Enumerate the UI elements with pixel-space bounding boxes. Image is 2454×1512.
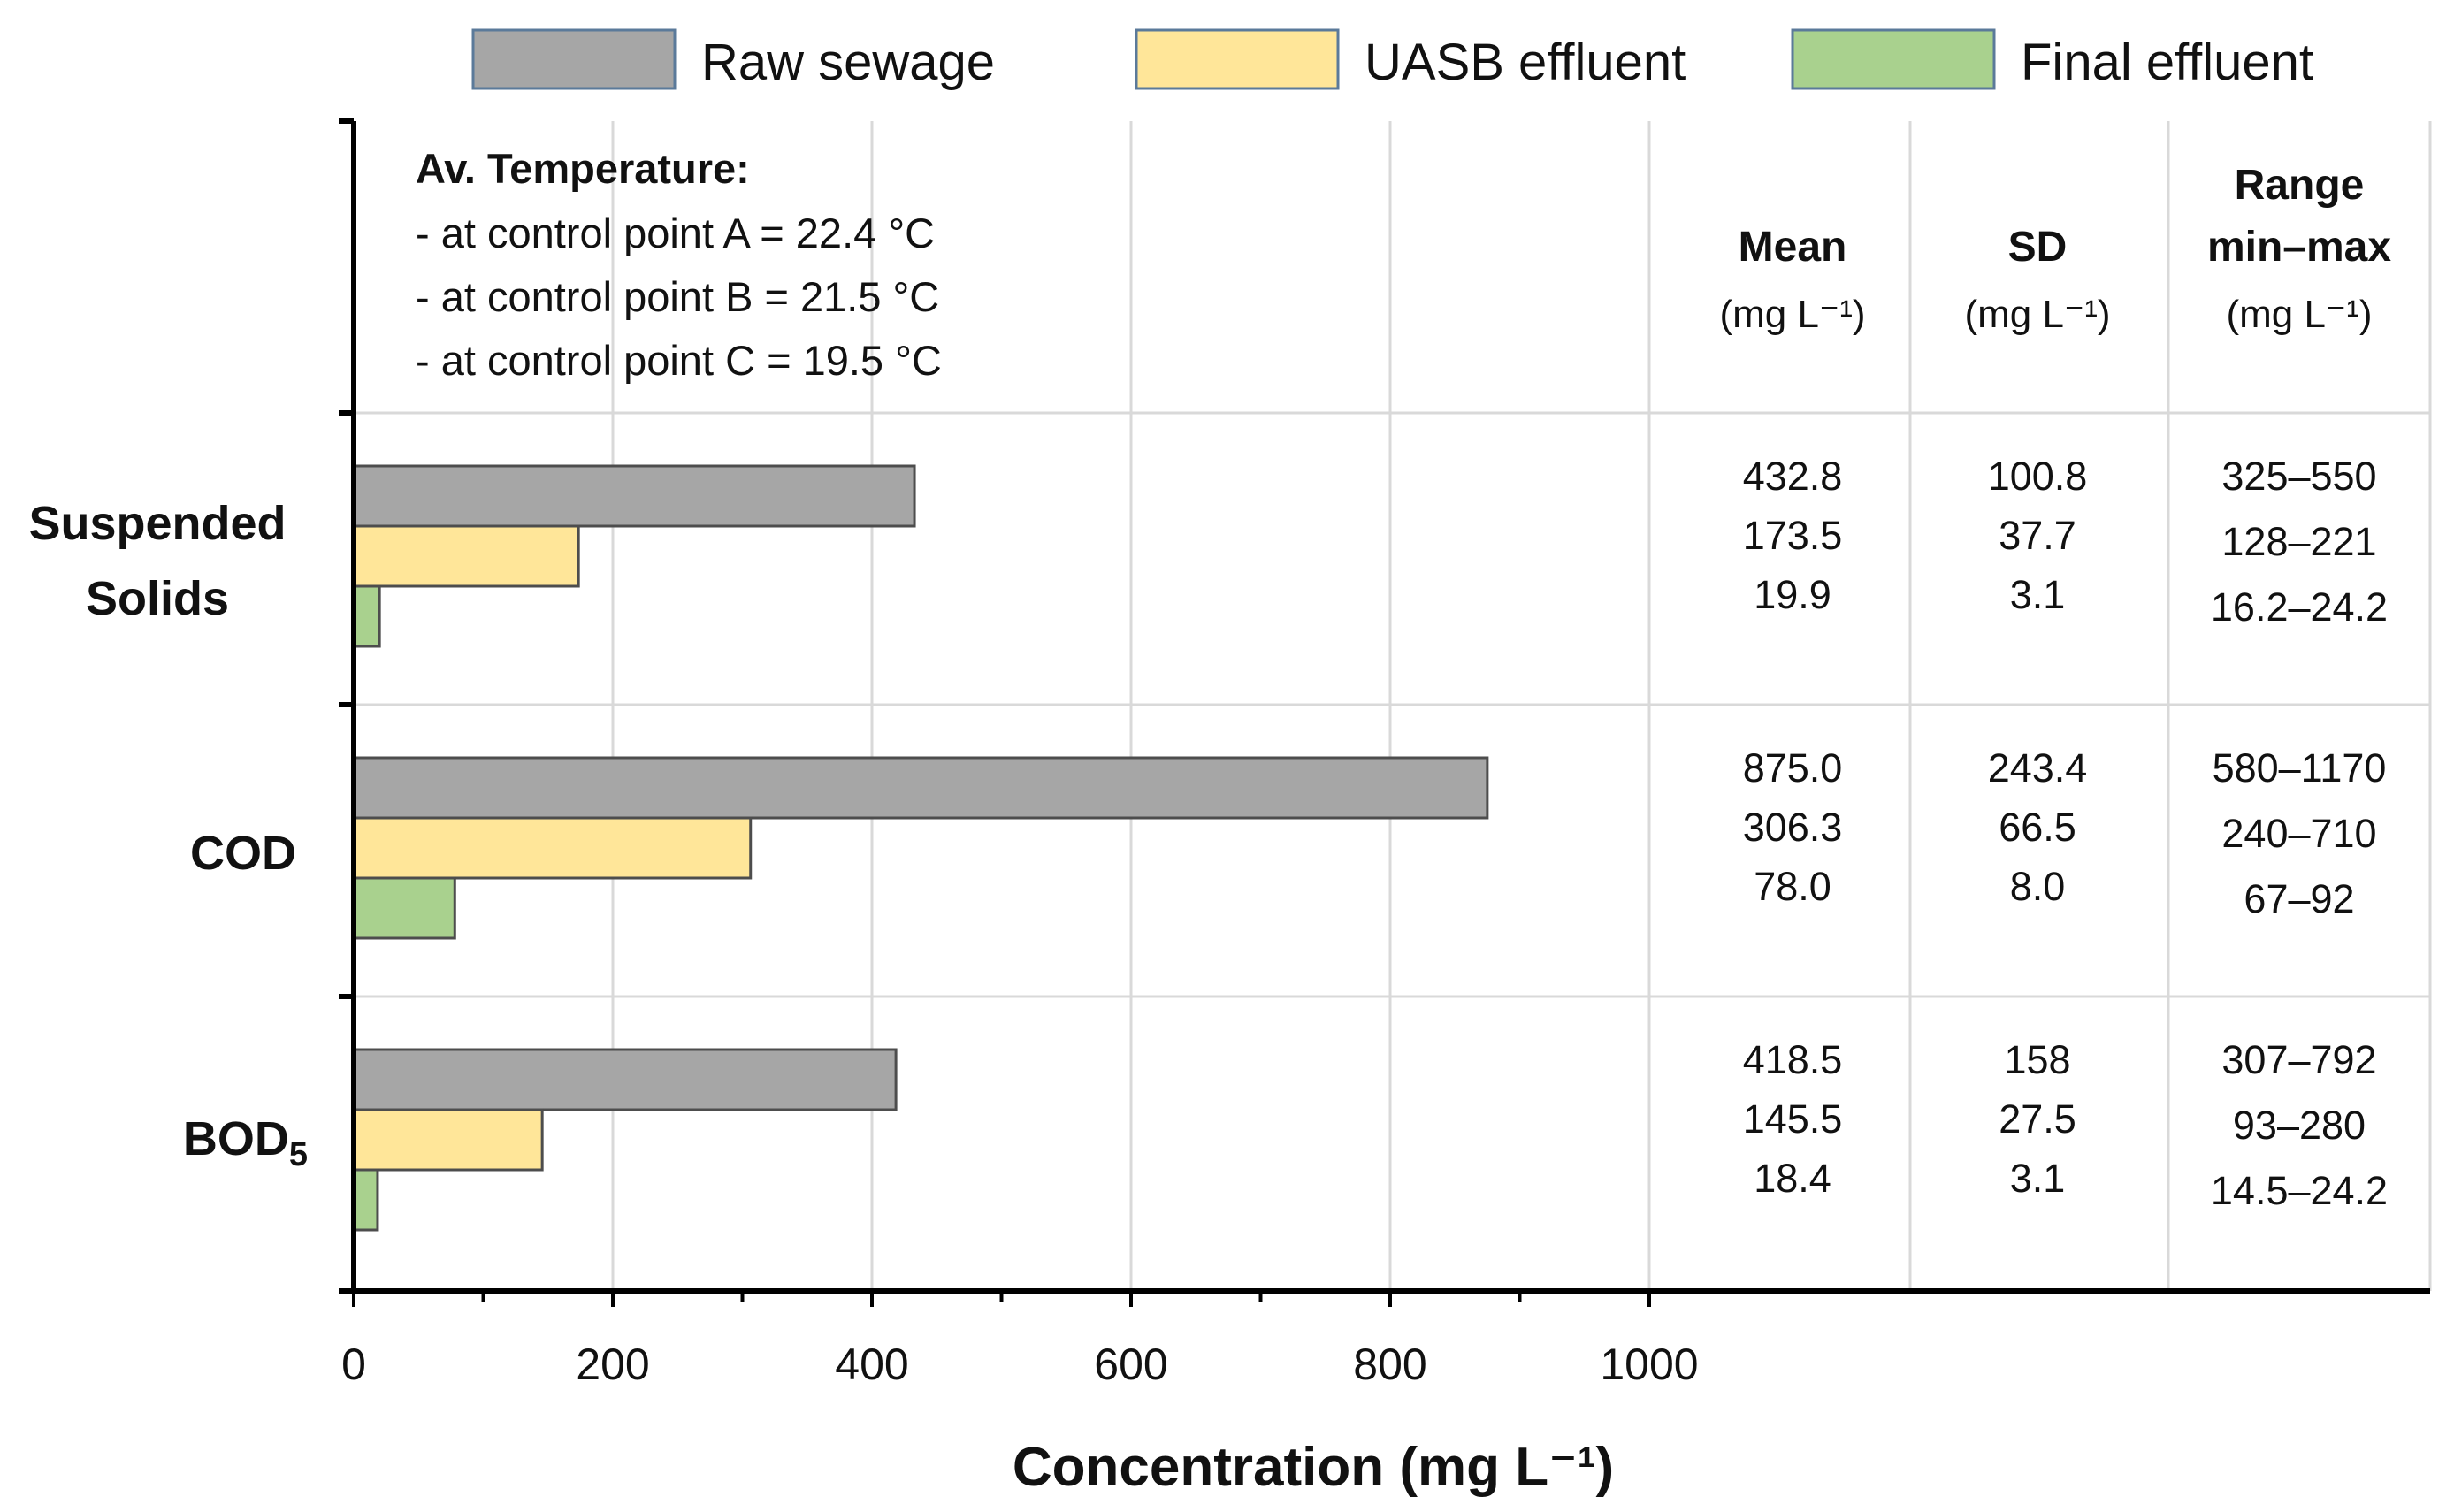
table-header-0: Mean: [1739, 224, 1847, 271]
legend-swatch-1: [1135, 28, 1340, 90]
table-cell: 325–550: [2221, 454, 2376, 499]
bar-0-0: [352, 464, 916, 528]
table-cell: 37.7: [1999, 513, 2076, 558]
bar-1-2: [352, 1108, 544, 1172]
category-label-solids: Solids: [86, 572, 229, 625]
table-cell: 19.9: [1754, 572, 1831, 617]
table-cell: 14.5–24.2: [2211, 1168, 2388, 1213]
x-tick-label: 400: [835, 1340, 908, 1389]
x-tick-label: 1000: [1600, 1340, 1698, 1389]
bar-0-1: [352, 756, 1489, 820]
table-cell: 240–710: [2221, 811, 2376, 856]
annotation-line: - at control point A = 22.4 °C: [416, 210, 935, 256]
table-cell: 93–280: [2233, 1103, 2366, 1148]
table-header-unit-0: (mg L⁻¹): [1720, 293, 1866, 336]
annotation-line: - at control point C = 19.5 °C: [416, 337, 942, 384]
table-cell: 16.2–24.2: [2211, 584, 2388, 630]
table-cell: 307–792: [2221, 1037, 2376, 1082]
bar-0-2: [352, 1048, 898, 1111]
x-tick-label: 200: [576, 1340, 649, 1389]
table-cell: 100.8: [1988, 454, 2088, 499]
table-header-1: SD: [2008, 224, 2068, 271]
table-cell: 418.5: [1743, 1037, 1843, 1082]
table-cell: 3.1: [2010, 1156, 2066, 1201]
legend-label-2: Final effluent: [2021, 34, 2313, 91]
x-tick-label: 600: [1094, 1340, 1167, 1389]
bar-2-1: [352, 876, 456, 940]
table-cell: 158: [2004, 1037, 2070, 1082]
bar-2-2: [352, 1168, 379, 1232]
bar-2-0: [352, 584, 381, 648]
table-cell: 432.8: [1743, 454, 1843, 499]
category-label-bod5: BOD5: [183, 1112, 308, 1173]
table-cell: 3.1: [2010, 572, 2066, 617]
bar-1-1: [352, 816, 753, 880]
table-cell: 78.0: [1754, 864, 1831, 909]
category-label-bod-subscript: 5: [289, 1136, 308, 1173]
table-header-unit-2: (mg L⁻¹): [2227, 293, 2373, 336]
category-label-suspended: Suspended: [28, 497, 286, 550]
x-tick-label: 0: [341, 1340, 366, 1389]
legend-swatch-2: [1791, 28, 1996, 90]
table-cell: 27.5: [1999, 1096, 2076, 1142]
table-cell: 18.4: [1754, 1156, 1831, 1201]
legend-swatch-0: [471, 28, 677, 90]
table-cell: 580–1170: [2213, 745, 2387, 790]
table-header-unit-1: (mg L⁻¹): [1965, 293, 2111, 336]
table-cell: 67–92: [2244, 876, 2354, 921]
table-cell: 145.5: [1743, 1096, 1843, 1142]
table-header-2: min–max: [2207, 224, 2391, 271]
category-label-cod: COD: [190, 827, 296, 880]
table-cell: 875.0: [1743, 745, 1843, 790]
x-tick-label: 800: [1353, 1340, 1426, 1389]
table-header-2: Range: [2235, 162, 2365, 209]
legend-label-1: UASB effluent: [1365, 34, 1686, 91]
annotation-line: - at control point B = 21.5 °C: [416, 273, 939, 320]
table-cell: 8.0: [2010, 864, 2066, 909]
table-cell: 243.4: [1988, 745, 2088, 790]
table-cell: 173.5: [1743, 513, 1843, 558]
category-label-bod: BOD: [183, 1112, 289, 1165]
x-axis-title: Concentration (mg L⁻¹): [1013, 1437, 1614, 1498]
table-cell: 306.3: [1743, 805, 1843, 850]
table-cell: 128–221: [2221, 519, 2376, 564]
bar-1-0: [352, 524, 580, 588]
legend-label-0: Raw sewage: [701, 34, 995, 91]
table-cell: 66.5: [1999, 805, 2076, 850]
annotation-title: Av. Temperature:: [416, 145, 750, 192]
